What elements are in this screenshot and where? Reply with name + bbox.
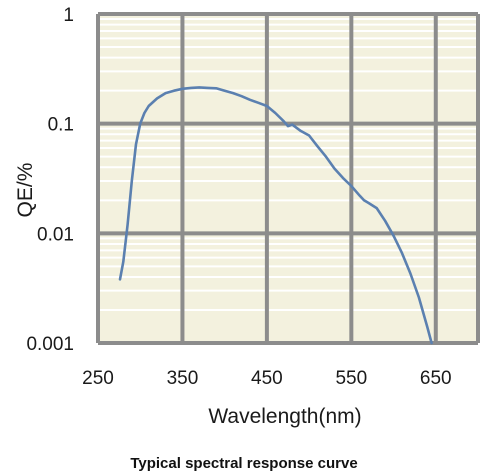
x-tick-label: 450	[251, 368, 283, 389]
major-grid	[96, 12, 480, 345]
qe-curve-line	[118, 86, 433, 345]
y-tick-label: 0.01	[37, 224, 74, 245]
minor-grid	[98, 18, 478, 311]
x-tick-labels: 250 350 450 550 650	[82, 368, 451, 389]
series-layer	[118, 86, 433, 345]
y-axis-title: QE/%	[14, 163, 37, 218]
plot-area	[98, 14, 478, 343]
y-tick-label: 0.001	[26, 334, 74, 355]
chart-caption: Typical spectral response curve	[130, 455, 357, 472]
x-axis-title: Wavelength(nm)	[208, 405, 361, 428]
y-tick-labels: 0.001 0.01 0.1 1	[26, 5, 74, 355]
y-tick-label: 0.1	[48, 115, 74, 136]
x-tick-label: 350	[167, 368, 199, 389]
y-tick-label: 1	[63, 5, 74, 26]
x-tick-label: 550	[335, 368, 367, 389]
x-tick-label: 650	[420, 368, 452, 389]
x-tick-label: 250	[82, 368, 114, 389]
